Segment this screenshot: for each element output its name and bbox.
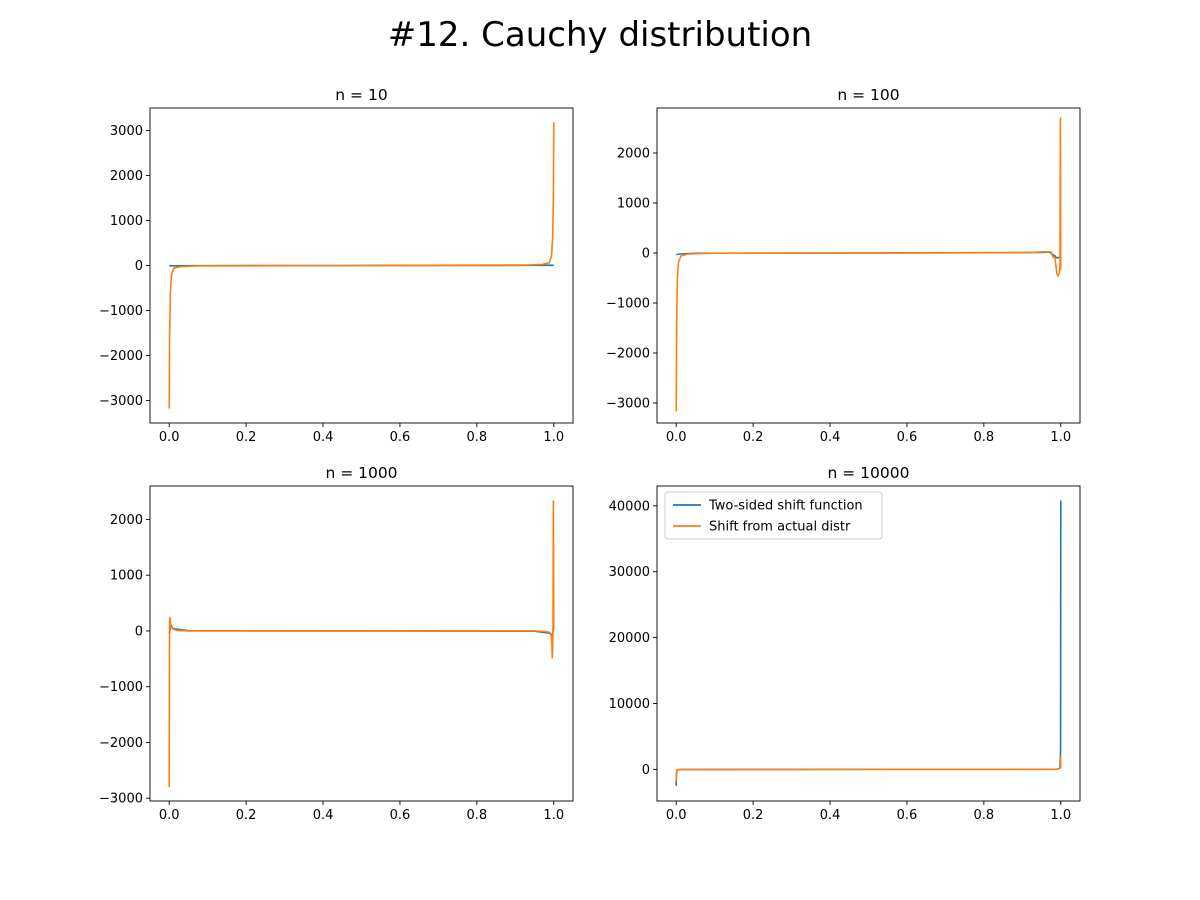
x-tick-label: 0.2 [743, 808, 764, 823]
y-tick-label: −2000 [99, 736, 143, 751]
x-tick-label: 0.6 [390, 430, 411, 445]
x-tick-label: 0.4 [313, 808, 334, 823]
series-line-shift-actual-distr [675, 117, 1062, 412]
y-tick-label: 10000 [609, 697, 650, 712]
series-line-shift-actual-distr [168, 500, 555, 788]
x-tick-label: 0.2 [236, 430, 257, 445]
x-tick-label: 0.6 [897, 808, 918, 823]
subplot-2: 0.0 0.2 0.4 0.6 0.8 1.0 −3000 −2000 −1000 0 1000 20… [606, 86, 1081, 445]
legend-entry: Two-sided shift function [708, 499, 863, 514]
x-tick-label: 1.0 [1050, 808, 1071, 823]
y-tick-label: 2000 [617, 147, 650, 162]
subplot-title: n = 1000 [325, 464, 397, 482]
y-tick-label: −3000 [606, 397, 650, 412]
y-tick-label: −3000 [99, 792, 143, 807]
axes-frame [656, 107, 1081, 424]
y-tick-label: −2000 [606, 347, 650, 362]
y-tick-label: 3000 [110, 124, 143, 139]
x-tick-label: 0.6 [390, 808, 411, 823]
y-tick-label: 2000 [110, 513, 143, 528]
x-tick-label: 0.8 [467, 808, 488, 823]
y-tick-label: −2000 [99, 349, 143, 364]
y-tick-label: −1000 [99, 304, 143, 319]
series-line-shift-actual-distr [168, 122, 555, 409]
x-tick-label: 0.4 [820, 430, 841, 445]
y-tick-label: −1000 [606, 297, 650, 312]
x-tick-label: 0.0 [666, 808, 687, 823]
x-tick-label: 1.0 [543, 808, 564, 823]
figure-title: #12. Cauchy distribution [388, 15, 812, 55]
y-tick-label: 1000 [617, 197, 650, 212]
subplot-4: 0.0 0.2 0.4 0.6 0.8 1.0 0 10000 20000 30000 40000 n… [609, 464, 1081, 823]
x-tick-label: 0.8 [467, 430, 488, 445]
x-tick-label: 0.2 [236, 808, 257, 823]
x-tick-label: 1.0 [1050, 430, 1071, 445]
x-tick-label: 0.8 [974, 430, 995, 445]
x-tick-label: 0.2 [743, 430, 764, 445]
subplots: 0.0 0.2 0.4 0.6 0.8 1.0 −3000 −2000 −1000 0 1000 20… [99, 86, 1081, 823]
y-tick-label: −3000 [99, 394, 143, 409]
subplot-3: 0.0 0.2 0.4 0.6 0.8 1.0 −3000 −2000 −1000 0 1000 20… [99, 464, 574, 823]
legend-entry: Shift from actual distr [709, 520, 851, 535]
y-tick-label: 0 [135, 259, 143, 274]
axes-frame [149, 485, 574, 802]
y-tick-label: 0 [135, 624, 143, 639]
y-tick-label: 1000 [110, 569, 143, 584]
x-tick-label: 0.4 [313, 430, 334, 445]
x-tick-label: 0.0 [159, 430, 180, 445]
y-tick-label: 0 [642, 763, 650, 778]
y-tick-label: 20000 [609, 631, 650, 646]
y-tick-label: 1000 [110, 214, 143, 229]
subplot-1: 0.0 0.2 0.4 0.6 0.8 1.0 −3000 −2000 −1000 0 1000 20… [99, 86, 574, 445]
legend: Two-sided shift function Shift from actua… [664, 491, 883, 540]
axes-frame [656, 485, 1081, 802]
x-tick-label: 0.0 [159, 808, 180, 823]
x-tick-label: 0.4 [820, 808, 841, 823]
x-tick-label: 0.6 [897, 430, 918, 445]
subplot-title: n = 10000 [828, 464, 910, 482]
subplot-title: n = 100 [837, 86, 899, 104]
y-tick-label: 2000 [110, 169, 143, 184]
y-tick-label: 40000 [609, 499, 650, 514]
x-tick-label: 0.0 [666, 430, 687, 445]
x-tick-label: 1.0 [543, 430, 564, 445]
legend-box [664, 491, 883, 540]
y-tick-label: 30000 [609, 565, 650, 580]
x-tick-label: 0.8 [974, 808, 995, 823]
y-tick-label: −1000 [99, 680, 143, 695]
y-tick-label: 0 [642, 247, 650, 262]
series-line-shift-actual-distr [675, 756, 1062, 782]
subplot-title: n = 10 [335, 86, 387, 104]
